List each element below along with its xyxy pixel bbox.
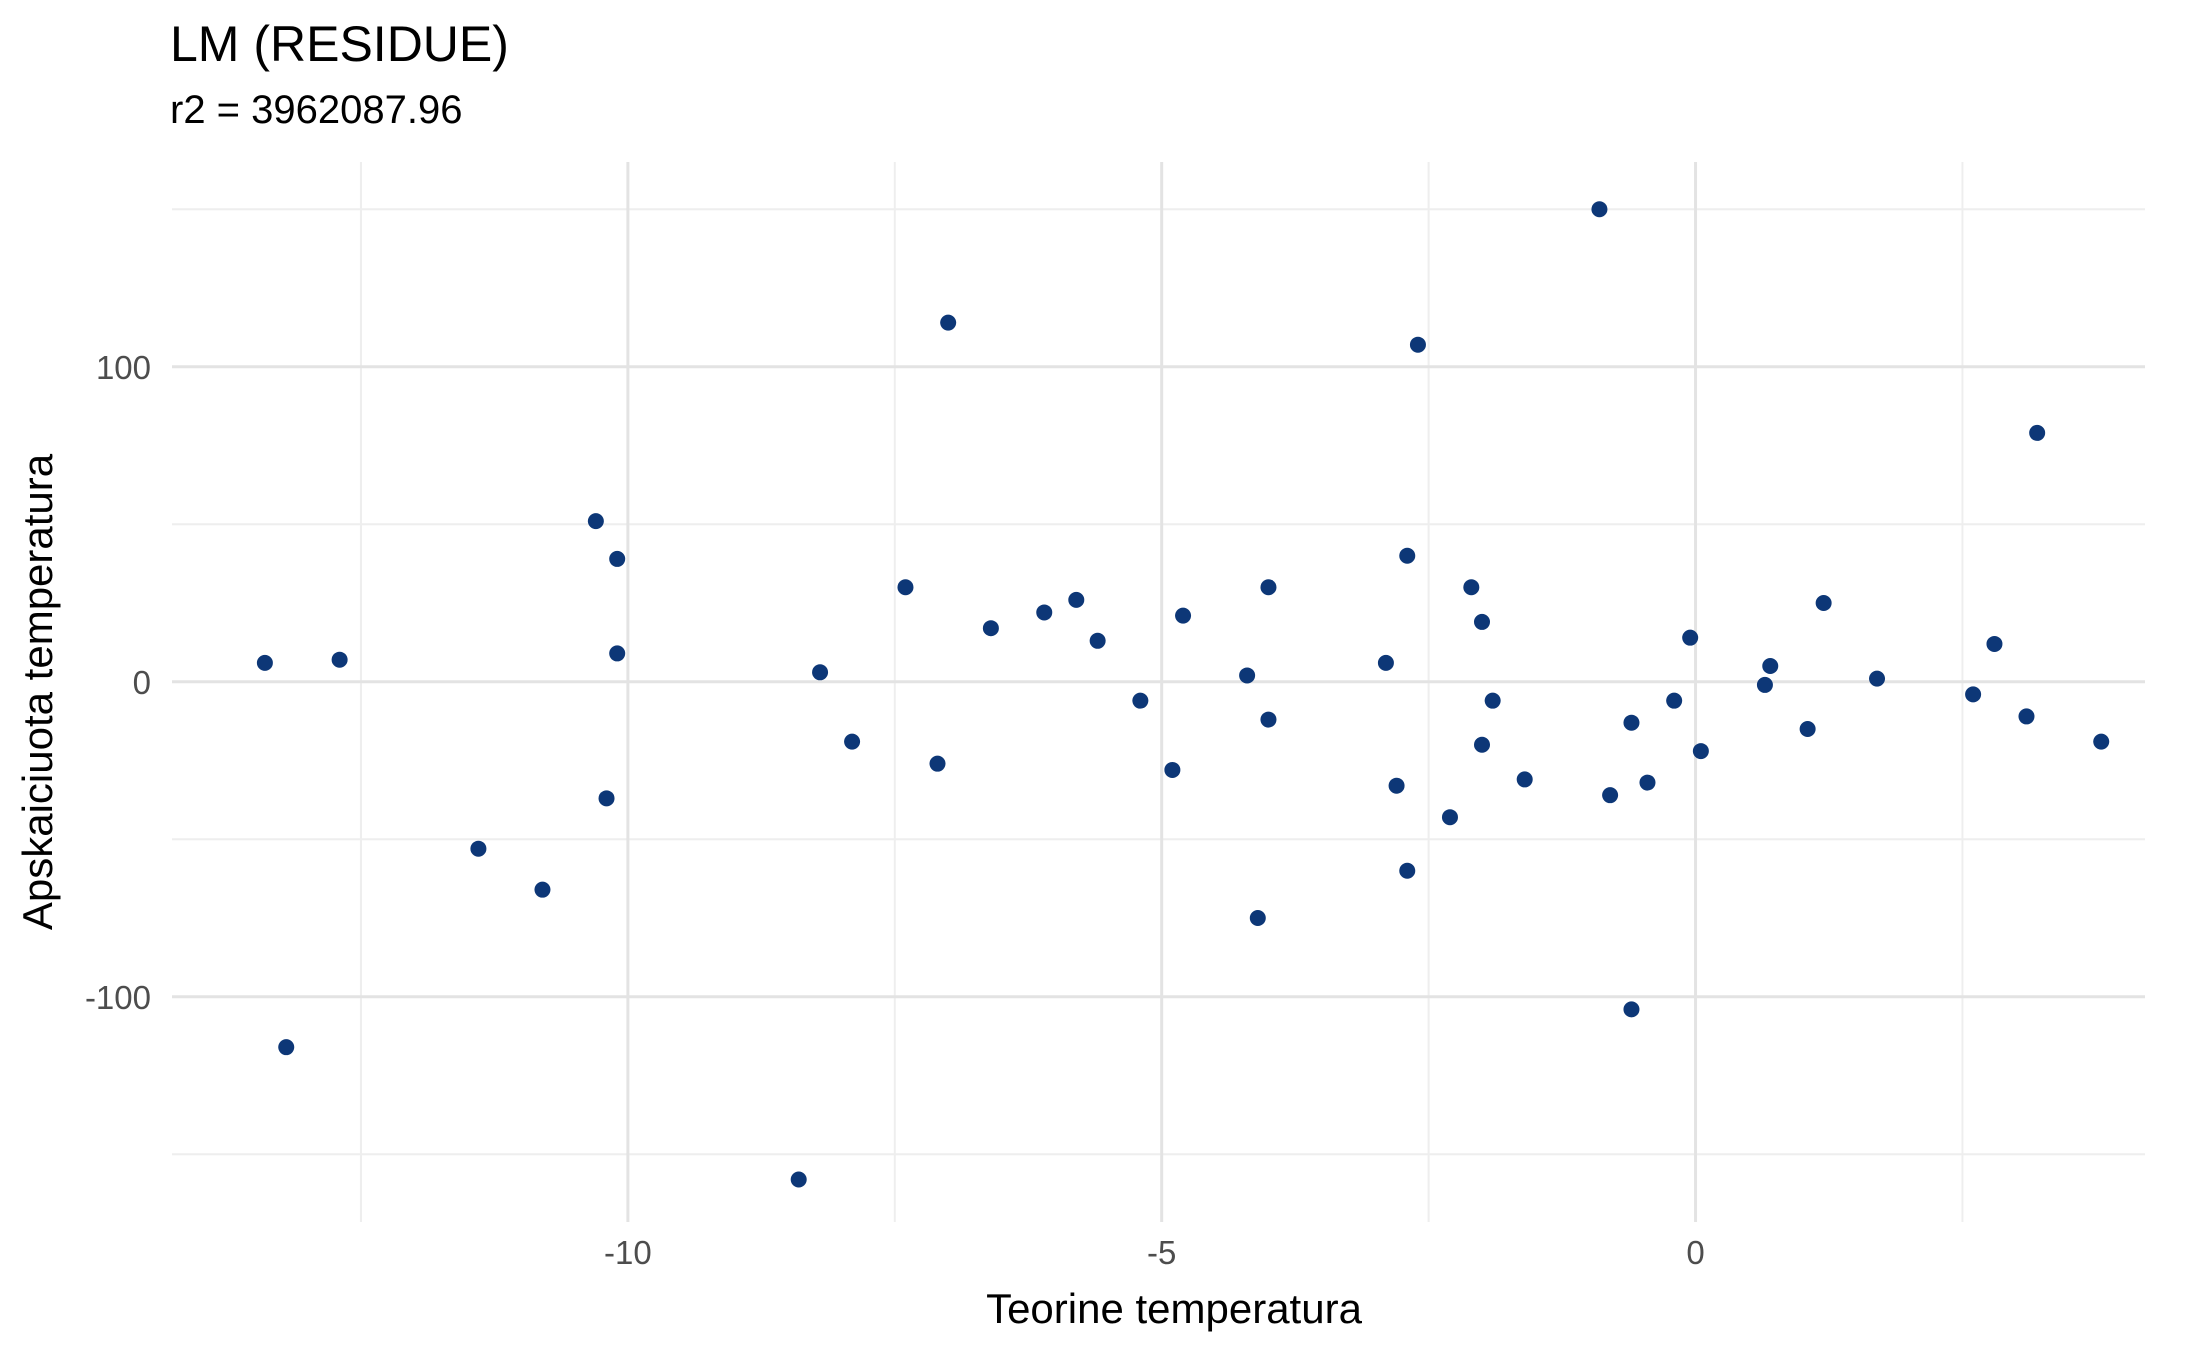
y-tick-label: 100 [96, 349, 151, 386]
data-point [1068, 591, 1085, 608]
chart-subtitle: r2 = 3962087.96 [170, 88, 463, 132]
data-point [1089, 632, 1106, 649]
data-point [1399, 862, 1416, 879]
data-point [1965, 686, 1982, 703]
x-tick-label: 0 [1686, 1234, 1704, 1271]
tick-labels: -10 -5 0 -100 0 100 [85, 349, 1705, 1271]
data-point [609, 550, 626, 567]
data-point [587, 513, 604, 530]
data-point [1756, 676, 1773, 693]
x-tick-label: -10 [604, 1234, 652, 1271]
data-point [1399, 547, 1416, 564]
data-point [1602, 787, 1619, 804]
data-point [598, 790, 615, 807]
data-point [1799, 721, 1816, 738]
data-point [1639, 774, 1656, 791]
data-point [790, 1171, 807, 1188]
data-point [812, 664, 829, 681]
data-point [2018, 708, 2035, 725]
data-point [1666, 692, 1683, 709]
data-point [1692, 743, 1709, 760]
data-point [1682, 629, 1699, 646]
data-point [609, 645, 626, 662]
data-point [1164, 761, 1181, 778]
data-point [1036, 604, 1053, 621]
data-point [1591, 201, 1608, 218]
data-point [982, 620, 999, 637]
data-point [1441, 809, 1458, 826]
data-point [1388, 777, 1405, 794]
x-tick-label: -5 [1147, 1234, 1176, 1271]
data-point [1473, 736, 1490, 753]
y-tick-label: -100 [85, 979, 151, 1016]
data-point [1623, 1001, 1640, 1018]
data-point [1249, 910, 1266, 927]
data-point [897, 579, 914, 596]
data-point [1473, 613, 1490, 630]
data-point [256, 654, 273, 671]
grid [172, 162, 2145, 1222]
data-point [1623, 714, 1640, 731]
data-point [1869, 670, 1886, 687]
data-point [331, 651, 348, 668]
data-point [1260, 579, 1277, 596]
data-point [1516, 771, 1533, 788]
data-point [2093, 733, 2110, 750]
data-point [1463, 579, 1480, 596]
data-point [844, 733, 861, 750]
data-point [470, 840, 487, 857]
data-point [940, 314, 957, 331]
y-axis-title: Apskaiciuota temperatura [14, 453, 61, 930]
data-point [1239, 667, 1256, 684]
data-points [256, 201, 2110, 1188]
data-point [2029, 424, 2046, 441]
data-point [1986, 635, 2003, 652]
data-point [1175, 607, 1192, 624]
data-point [929, 755, 946, 772]
data-point [1409, 336, 1426, 353]
data-point [1132, 692, 1149, 709]
data-point [278, 1039, 295, 1056]
chart-title: LM (RESIDUE) [170, 16, 509, 72]
x-axis-title: Teorine temperatura [986, 1285, 1363, 1332]
data-point [1762, 658, 1779, 675]
data-point [1815, 595, 1832, 612]
data-point [1377, 654, 1394, 671]
y-tick-label: 0 [133, 664, 151, 701]
data-point [534, 881, 551, 898]
data-point [1484, 692, 1501, 709]
data-point [1260, 711, 1277, 728]
